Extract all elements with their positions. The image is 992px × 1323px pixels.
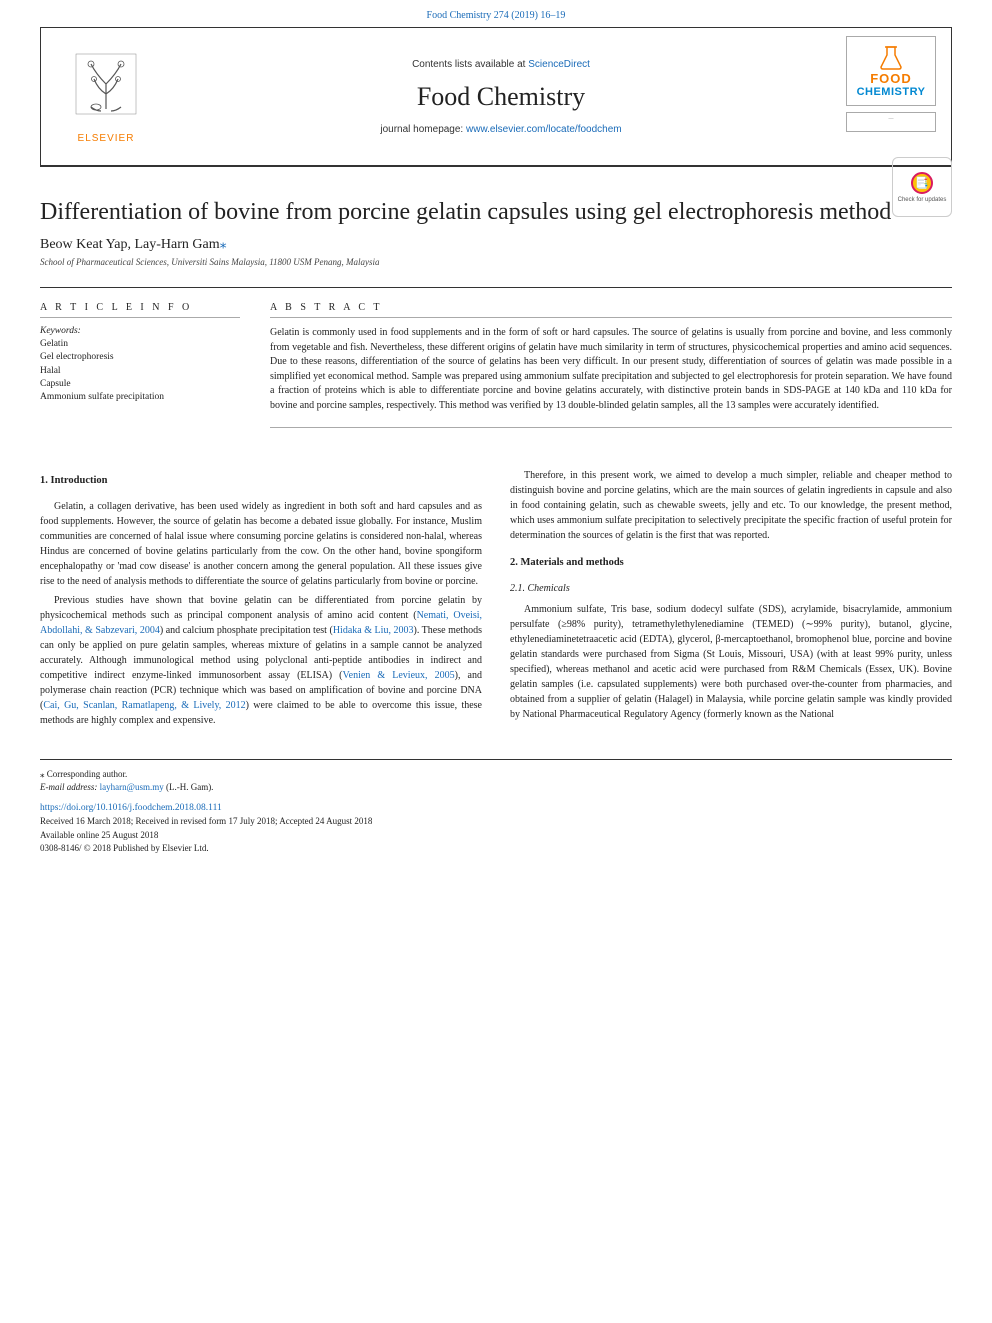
logo-food-text: FOOD [870, 71, 912, 86]
text-run: ) and calcium phosphate precipitation te… [160, 625, 333, 636]
citation-link[interactable]: Hidaka & Liu, 2003 [333, 625, 414, 636]
keyword: Halal [40, 365, 240, 378]
abstract-text: Gelatin is commonly used in food supplem… [270, 326, 952, 428]
section-heading: 2. Materials and methods [510, 555, 952, 571]
citation-link[interactable]: Cai, Gu, Scanlan, Ramatlapeng, & Lively,… [43, 700, 245, 711]
flask-icon [871, 45, 911, 71]
journal-name: Food Chemistry [417, 82, 585, 112]
homepage-line: journal homepage: www.elsevier.com/locat… [380, 124, 621, 135]
elsevier-tree-icon [66, 49, 146, 129]
doi-line: https://doi.org/10.1016/j.foodchem.2018.… [40, 801, 952, 815]
email-link[interactable]: layharn@usm.my [100, 782, 164, 792]
doi-link[interactable]: https://doi.org/10.1016/j.foodchem.2018.… [40, 803, 222, 813]
sciencedirect-link[interactable]: ScienceDirect [528, 59, 590, 70]
homepage-prefix: journal homepage: [380, 124, 466, 135]
article-body: 1. Introduction Gelatin, a collagen deri… [40, 468, 952, 729]
affiliation: School of Pharmaceutical Sciences, Unive… [40, 257, 952, 267]
keyword: Gelatin [40, 338, 240, 351]
copyright-line: 0308-8146/ © 2018 Published by Elsevier … [40, 842, 952, 856]
check-updates-label: Check for updates [898, 197, 947, 203]
chemistry-logo: FOOD CHEMISTRY [846, 36, 936, 106]
info-abstract-row: A R T I C L E I N F O Keywords: Gelatin … [40, 287, 952, 428]
email-label: E-mail address: [40, 782, 100, 792]
email-suffix: (L.-H. Gam). [164, 782, 214, 792]
corresponding-mark[interactable]: ⁎ [220, 237, 227, 252]
page-footer: ⁎ Corresponding author. E-mail address: … [40, 759, 952, 856]
abstract-heading: A B S T R A C T [270, 302, 952, 318]
abstract-column: A B S T R A C T Gelatin is commonly used… [270, 302, 952, 428]
contents-prefix: Contents lists available at [412, 59, 528, 70]
article-info-heading: A R T I C L E I N F O [40, 302, 240, 318]
contents-line: Contents lists available at ScienceDirec… [412, 59, 590, 70]
issue-reference: Food Chemistry 274 (2019) 16–19 [0, 0, 992, 27]
logo-chemistry-text: CHEMISTRY [857, 86, 926, 98]
keyword: Gel electrophoresis [40, 351, 240, 364]
body-paragraph: Ammonium sulfate, Tris base, sodium dode… [510, 602, 952, 722]
authors-names: Beow Keat Yap, Lay-Harn Gam [40, 237, 220, 252]
article-info-column: A R T I C L E I N F O Keywords: Gelatin … [40, 302, 240, 428]
journal-cover-sub: — [846, 112, 936, 132]
keyword: Ammonium sulfate precipitation [40, 391, 240, 404]
available-line: Available online 25 August 2018 [40, 829, 952, 843]
check-updates-icon [911, 172, 933, 194]
email-line: E-mail address: layharn@usm.my (L.-H. Ga… [40, 781, 952, 795]
body-paragraph: Therefore, in this present work, we aime… [510, 468, 952, 543]
keyword: Capsule [40, 378, 240, 391]
elsevier-logo: ELSEVIER [41, 28, 171, 165]
body-paragraph: Gelatin, a collagen derivative, has been… [40, 499, 482, 589]
section-heading: 1. Introduction [40, 473, 482, 489]
citation-link[interactable]: Venien & Levieux, 2005 [343, 670, 455, 681]
corresponding-note: ⁎ Corresponding author. [40, 768, 952, 782]
elsevier-text: ELSEVIER [78, 133, 135, 144]
journal-header: ELSEVIER Contents lists available at Sci… [40, 27, 952, 167]
article-title: Differentiation of bovine from porcine g… [40, 197, 952, 228]
journal-cover: FOOD CHEMISTRY — [831, 28, 951, 165]
subsection-heading: 2.1. Chemicals [510, 581, 952, 596]
authors: Beow Keat Yap, Lay-Harn Gam⁎ [40, 236, 952, 253]
homepage-link[interactable]: www.elsevier.com/locate/foodchem [466, 124, 622, 135]
received-line: Received 16 March 2018; Received in revi… [40, 815, 952, 829]
keywords-label: Keywords: [40, 326, 240, 336]
body-paragraph: Previous studies have shown that bovine … [40, 593, 482, 728]
check-updates-badge[interactable]: Check for updates [892, 157, 952, 217]
header-center: Contents lists available at ScienceDirec… [171, 28, 831, 165]
